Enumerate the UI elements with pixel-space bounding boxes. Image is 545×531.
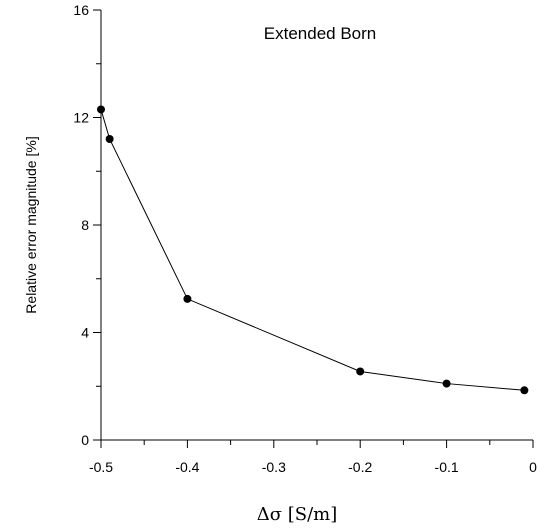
chart-title: Extended Born — [264, 24, 376, 43]
data-point — [442, 379, 451, 388]
x-tick-label: -0.3 — [262, 459, 286, 475]
y-tick-label: 4 — [81, 325, 89, 341]
x-ticks: -0.5 -0.4 -0.3 -0.2 -0.1 0 — [89, 440, 537, 475]
x-tick-label: 0 — [529, 459, 537, 475]
x-tick-label: -0.5 — [89, 459, 113, 475]
data-point — [356, 367, 365, 376]
data-point — [105, 135, 114, 143]
y-tick-label: 8 — [81, 217, 89, 233]
x-axis-label: Δσ [S/m] — [257, 504, 338, 525]
data-point — [520, 386, 529, 395]
series — [97, 105, 529, 395]
y-tick-label: 12 — [73, 110, 89, 126]
data-point — [183, 294, 192, 303]
axes — [100, 10, 533, 441]
x-tick-label: -0.1 — [435, 459, 459, 475]
y-tick-label: 0 — [81, 432, 89, 448]
y-tick-label: 16 — [73, 2, 89, 18]
y-axis-label: Relative error magnitude [%] — [23, 136, 39, 313]
y-ticks: 0 4 8 12 16 — [73, 2, 101, 448]
series-line — [100, 109, 525, 391]
data-point — [97, 105, 105, 114]
x-tick-label: -0.2 — [348, 459, 372, 475]
x-tick-label: -0.4 — [175, 459, 199, 475]
